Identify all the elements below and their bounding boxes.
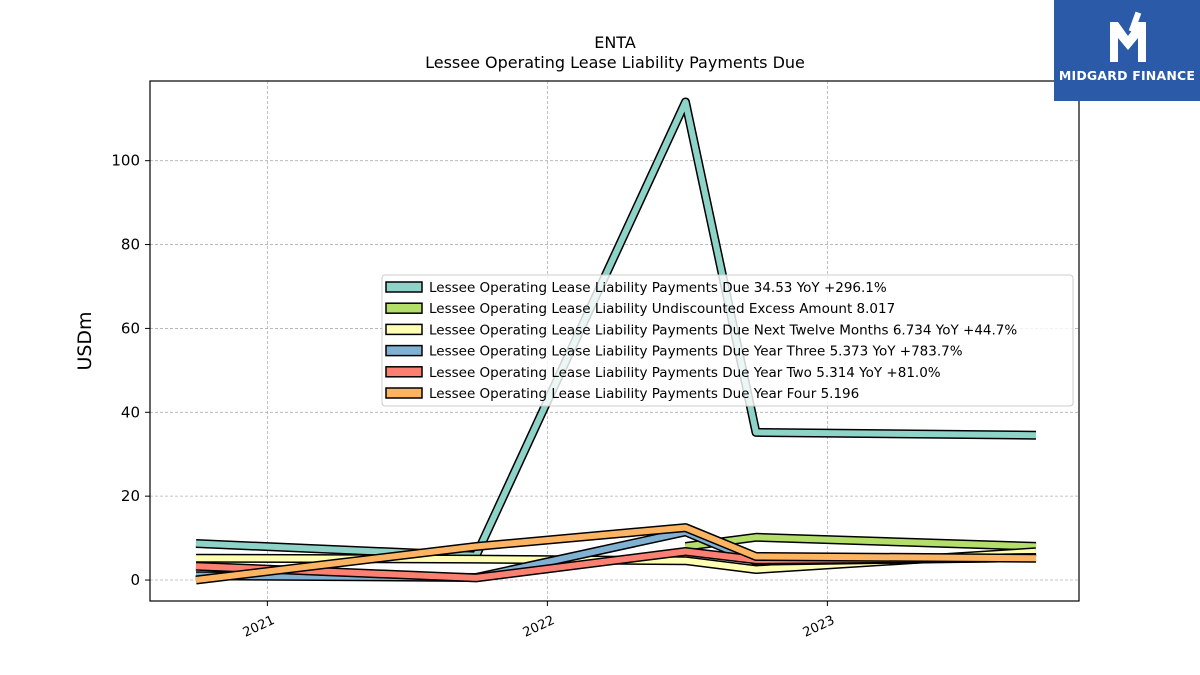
- y-axis-label: USDm: [74, 311, 96, 370]
- legend-swatch-0: [385, 281, 423, 293]
- brand-name: MIDGARD FINANCE: [1058, 68, 1196, 83]
- legend-label-5: Lessee Operating Lease Liability Payment…: [429, 386, 859, 402]
- series-5: [195, 523, 1037, 585]
- legend-box: [381, 274, 1074, 407]
- legend-label-4: Lessee Operating Lease Liability Payment…: [429, 365, 941, 381]
- y-tick-label-5: 100: [111, 152, 140, 170]
- legend-label-3: Lessee Operating Lease Liability Payment…: [429, 344, 963, 360]
- series-line-5: [195, 524, 1037, 583]
- x-tick-label-2: 2023: [801, 613, 837, 641]
- legend-label-2: Lessee Operating Lease Liability Payment…: [429, 322, 1017, 338]
- y-tick-label-4: 80: [121, 236, 140, 254]
- series-0: [195, 97, 1037, 561]
- x-tick-label-0: 2021: [241, 613, 277, 641]
- x-axis: 2021 2022 2023: [241, 601, 837, 641]
- brand-logo: MIDGARD FINANCE: [1054, 0, 1200, 101]
- legend-swatch-4: [385, 366, 423, 378]
- y-axis: 0 20 40 60 80 100: [111, 152, 150, 589]
- legend: Lessee Operating Lease Liability Payment…: [381, 274, 1074, 407]
- y-tick-label-3: 60: [121, 319, 140, 337]
- x-tick-label-1: 2022: [521, 613, 557, 641]
- legend-label-1: Lessee Operating Lease Liability Undisco…: [429, 301, 895, 317]
- y-tick-label-1: 20: [121, 487, 140, 505]
- legend-label-0: Lessee Operating Lease Liability Payment…: [429, 280, 887, 296]
- series-line-0: [195, 99, 1037, 559]
- brand-mark-icon: [1110, 11, 1146, 62]
- legend-swatch-5: [385, 387, 423, 399]
- legend-swatch-3: [385, 344, 423, 357]
- plot-frame: [149, 80, 1080, 602]
- chart-subtitle: Lessee Operating Lease Liability Payment…: [425, 53, 805, 72]
- chart-title: ENTA: [594, 33, 636, 52]
- y-tick-label-2: 40: [121, 403, 140, 421]
- legend-swatch-2: [385, 323, 423, 336]
- series-lines: [195, 97, 1037, 585]
- y-tick-label-0: 0: [130, 571, 140, 589]
- legend-swatch-1: [385, 302, 423, 314]
